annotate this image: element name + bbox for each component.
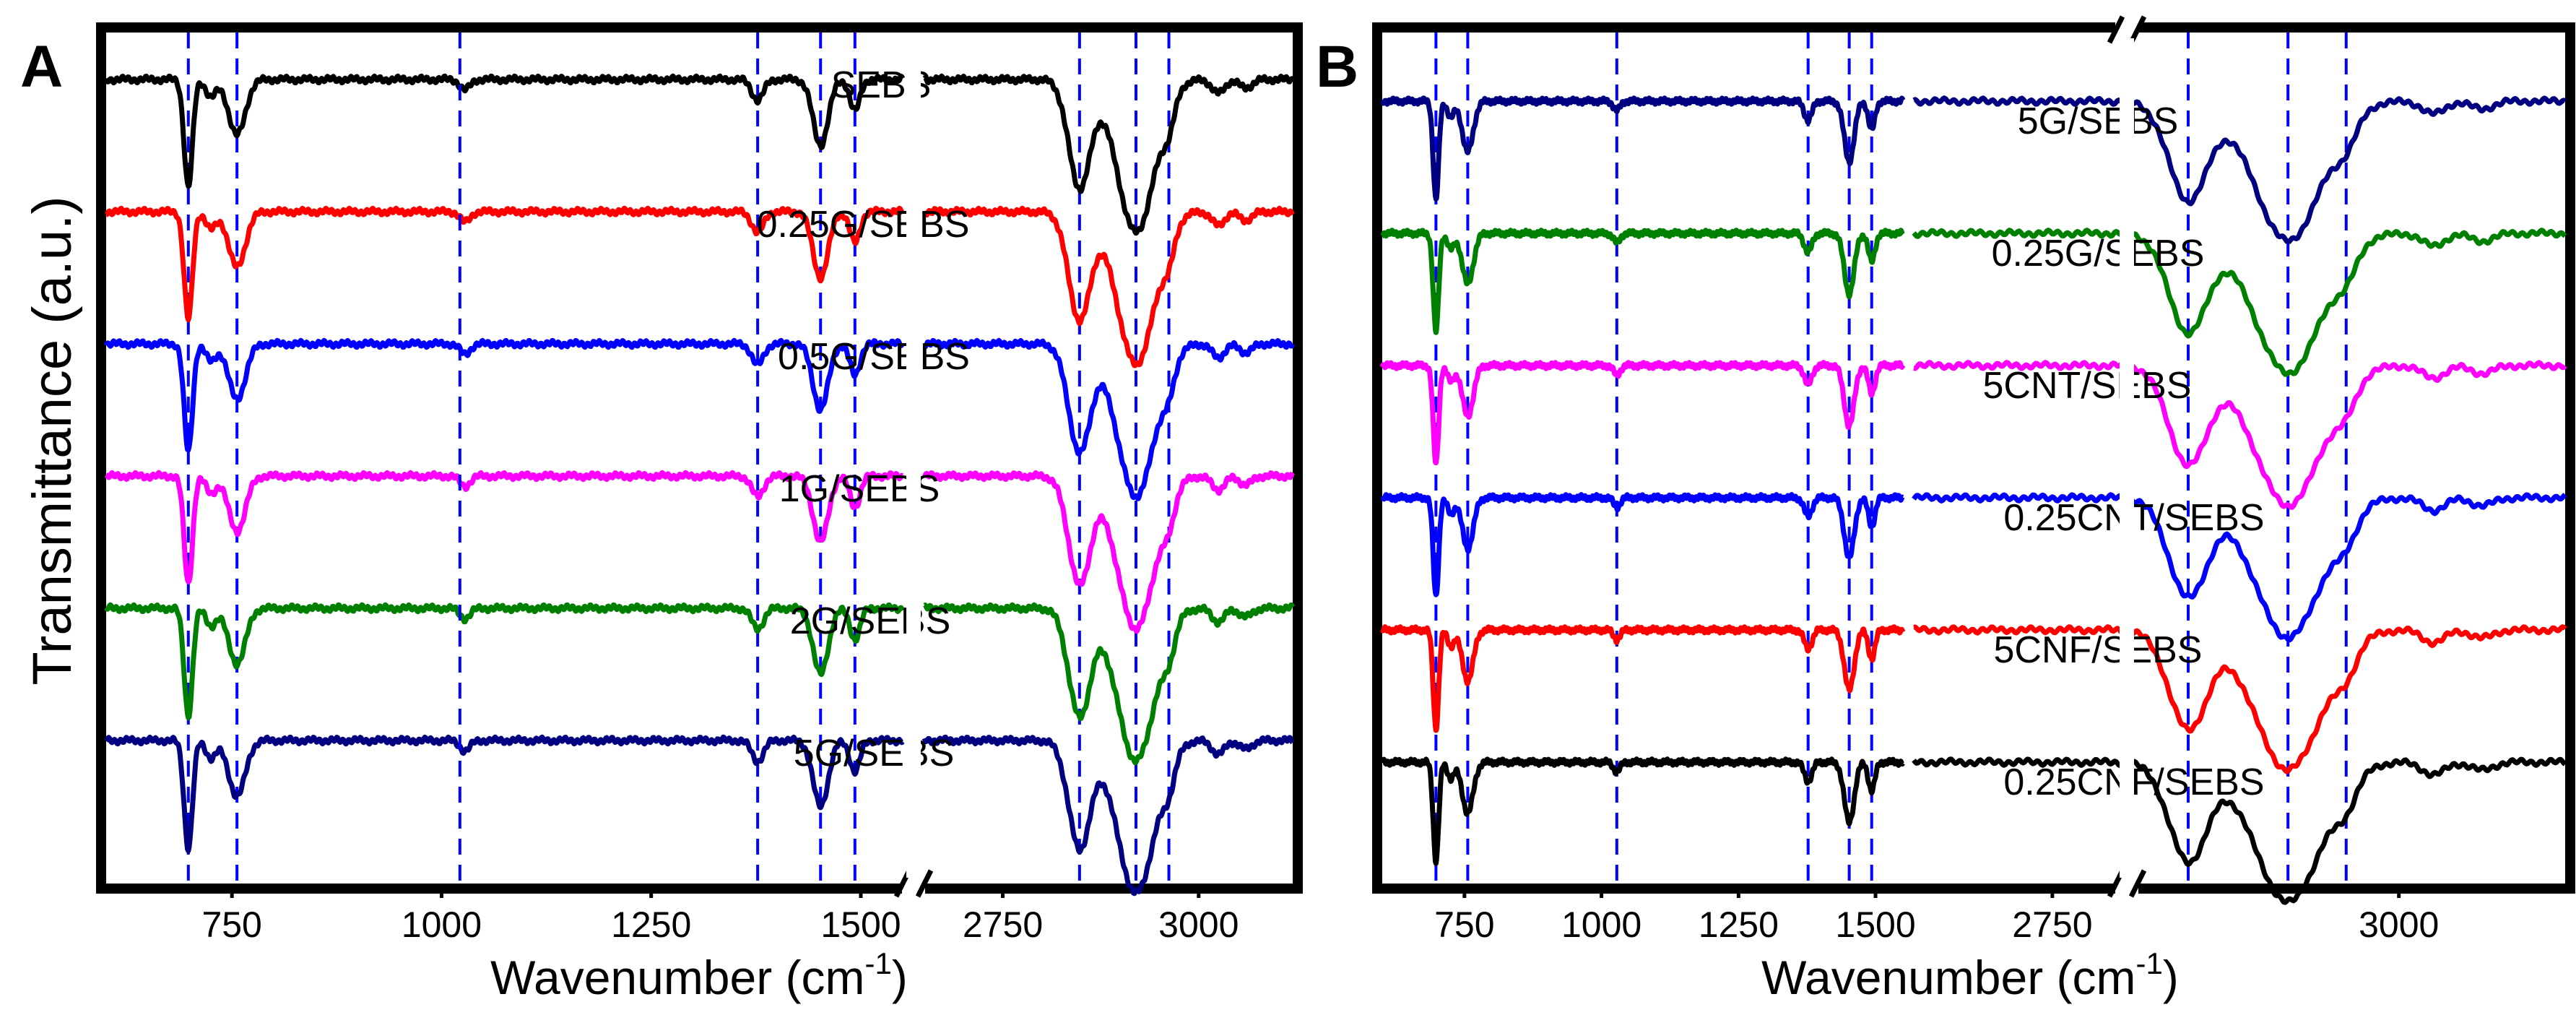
spectrum-line-low bbox=[1380, 492, 1905, 597]
series-label: 0.25G/SEBS bbox=[1992, 233, 2205, 275]
series-label: 5CNF/SEBS bbox=[1994, 629, 2203, 671]
panel-b: B Wavenumber (cm-1) bbox=[1316, 22, 2575, 1004]
series-label: 2G/SEBS bbox=[790, 600, 951, 642]
panel-b-plot: 5G/SEBS0.25G/SEBS5CNT/SEBS0.25CNT/SEBS5C… bbox=[458, 15, 2567, 945]
series-label: 0.5G/SEBS bbox=[778, 336, 970, 378]
spectrum-line-high bbox=[1912, 228, 2567, 377]
x-tick-label: 1250 bbox=[1699, 904, 1779, 945]
spectrum-line-low bbox=[1380, 228, 1905, 335]
spectrum-line-high bbox=[922, 73, 1295, 236]
series-label: 5G/SEBS bbox=[794, 733, 955, 774]
spectrum-line-low bbox=[104, 205, 905, 323]
series-label: 5G/SEBS bbox=[2018, 100, 2179, 142]
panel-a-xlabel: Wavenumber (cm-1) bbox=[490, 946, 908, 1004]
panel-b-label: B bbox=[1316, 34, 1358, 100]
spectrum-line-low bbox=[104, 470, 905, 584]
axis-break-mark bbox=[2128, 869, 2147, 898]
spectrum-line-high bbox=[1912, 756, 2567, 905]
x-tick-label: 1000 bbox=[1561, 904, 1642, 945]
x-tick-label: 1500 bbox=[1835, 904, 1915, 945]
panel-a-plot: SEBS0.25G/SEBS0.5G/SEBS1G/SEBS2G/SEBS5G/… bbox=[103, 33, 1296, 945]
x-tick-label: 2750 bbox=[2012, 904, 2092, 945]
spectrum-line-high bbox=[921, 470, 1295, 634]
spectrum-line-high bbox=[922, 337, 1296, 501]
x-tick-label: 750 bbox=[201, 904, 261, 945]
panel-a-frame bbox=[96, 22, 1303, 894]
spectrum-line-low bbox=[104, 602, 906, 721]
axis-break-mark bbox=[2107, 15, 2125, 44]
spectrum-line-low bbox=[103, 73, 906, 189]
spectrum-line-high bbox=[921, 734, 1295, 897]
spectrum-line-low bbox=[104, 734, 905, 854]
axis-break-mark bbox=[915, 869, 934, 898]
spectrum-line-low bbox=[1379, 624, 1906, 733]
spectrum-line-high bbox=[1912, 95, 2567, 245]
panel-b-xlabel: Wavenumber (cm-1) bbox=[1761, 946, 2179, 1004]
spectrum-line-high bbox=[921, 205, 1295, 368]
x-tick-label: 3000 bbox=[1158, 904, 1239, 945]
x-tick-label: 3000 bbox=[2359, 904, 2439, 945]
spectrum-line-high bbox=[1912, 360, 2567, 510]
panel-a-label: A bbox=[20, 34, 63, 100]
break-gap bbox=[906, 38, 921, 878]
series-label: 0.25G/SEBS bbox=[757, 204, 970, 246]
panel-b-frame bbox=[1372, 22, 2575, 894]
x-tick-label: 1250 bbox=[611, 904, 691, 945]
spectrum-line-low bbox=[103, 337, 906, 453]
x-tick-label: 1000 bbox=[402, 904, 482, 945]
x-tick-label: 2750 bbox=[963, 904, 1043, 945]
spectrum-line-low bbox=[1379, 360, 1906, 466]
spectrum-line-high bbox=[1912, 624, 2567, 774]
x-tick-label: 750 bbox=[1434, 904, 1494, 945]
series-label: 5CNT/SEBS bbox=[1983, 365, 2192, 407]
x-tick-label: 1500 bbox=[820, 904, 901, 945]
spectrum-line-low bbox=[1379, 95, 1906, 202]
spectrum-line-high bbox=[1912, 492, 2567, 643]
panel-a: A Wavenumber (cm-1) bbox=[20, 22, 1303, 1004]
y-axis-label: Transmittance (a.u.) bbox=[22, 196, 83, 685]
spectrum-line-low bbox=[1379, 756, 1905, 866]
break-gap bbox=[2120, 38, 2134, 878]
spectrum-line-high bbox=[922, 602, 1296, 766]
